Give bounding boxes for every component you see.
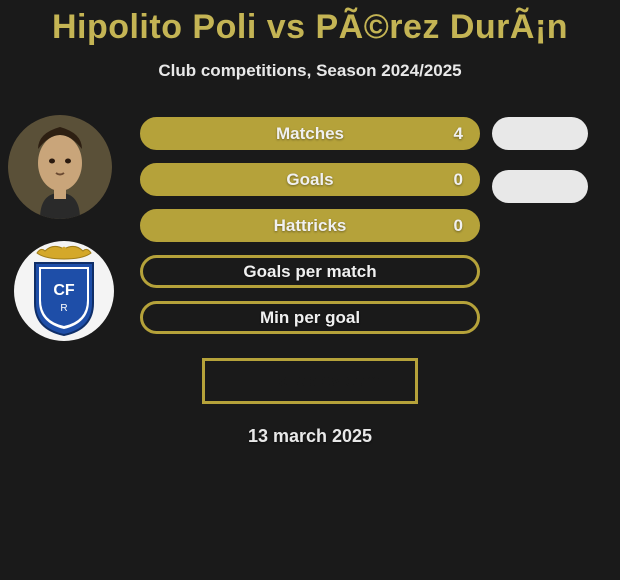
stat-label: Goals per match — [243, 262, 376, 282]
right-pill-column — [492, 117, 588, 203]
player-face-icon — [8, 115, 112, 219]
svg-text:CF: CF — [53, 282, 75, 299]
date-text: 13 march 2025 — [0, 426, 620, 447]
stats-column: Matches 4 Goals 0 Hattricks 0 Goals per match M… — [140, 117, 480, 334]
player-avatar — [8, 115, 112, 219]
stat-row: Matches 4 — [140, 117, 480, 150]
stat-row: Goals 0 — [140, 163, 480, 196]
page-title: Hipolito Poli vs PÃ©rez DurÃ¡n — [0, 0, 620, 47]
comparison-pill — [492, 117, 588, 150]
stat-row: Min per goal — [140, 301, 480, 334]
stat-label: Min per goal — [260, 308, 360, 328]
stat-value: 0 — [454, 170, 463, 190]
avatar-column: CF R — [8, 115, 114, 341]
stat-label: Hattricks — [274, 216, 347, 236]
stat-value: 0 — [454, 216, 463, 236]
bar-chart-icon — [240, 371, 262, 391]
subtitle: Club competitions, Season 2024/2025 — [0, 61, 620, 81]
comparison-pill — [492, 170, 588, 203]
brand-text: FcTables.com — [268, 371, 380, 391]
stat-row: Hattricks 0 — [140, 209, 480, 242]
club-crest: CF R — [14, 241, 114, 341]
stat-row: Goals per match — [140, 255, 480, 288]
stat-label: Goals — [286, 170, 333, 190]
crest-icon: CF R — [25, 245, 103, 337]
stat-label: Matches — [276, 124, 344, 144]
stat-value: 4 — [454, 124, 463, 144]
content-area: CF R Matches 4 Goals 0 Hattricks 0 Goals per m… — [0, 117, 620, 334]
svg-text:R: R — [60, 303, 67, 314]
brand-box[interactable]: FcTables.com — [202, 358, 418, 404]
